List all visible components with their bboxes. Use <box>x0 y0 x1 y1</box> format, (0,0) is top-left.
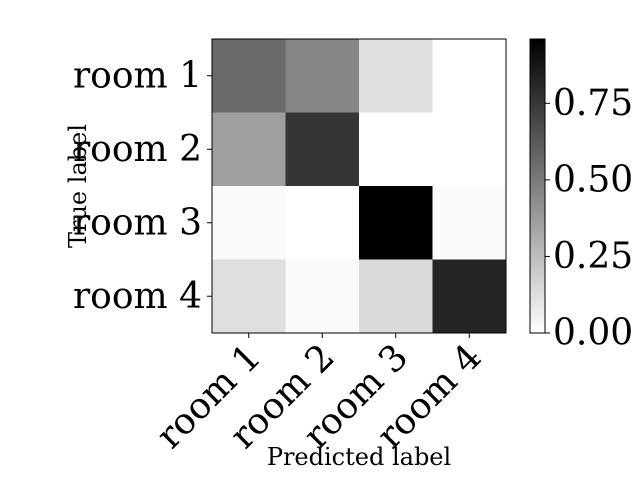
y-tick-label: room 4 <box>73 276 202 317</box>
y-tick-label: room 2 <box>73 129 202 170</box>
colorbar-tick-label: 0.50 <box>553 159 633 200</box>
heatmap-cell <box>359 39 433 113</box>
colorbar-ticks: 0.00 0.25 0.50 0.75 <box>545 83 633 354</box>
heatmap-cell <box>359 112 433 187</box>
heatmap-cell <box>212 259 286 334</box>
x-axis-label: Predicted label <box>267 443 451 471</box>
heatmap-cell <box>432 186 507 260</box>
heatmap-cell <box>285 112 360 187</box>
colorbar-tick-label: 0.00 <box>553 313 633 354</box>
y-axis-ticks: room 1 room 2 room 3 room 4 <box>73 55 212 317</box>
y-tick-label: room 3 <box>73 202 202 243</box>
heatmap-cell <box>212 39 286 113</box>
colorbar-tick-label: 0.25 <box>553 236 633 277</box>
heatmap-cells <box>212 39 507 334</box>
heatmap-cell <box>285 39 360 113</box>
heatmap-cell <box>359 186 433 260</box>
colorbar <box>529 38 546 334</box>
heatmap-cell <box>212 112 286 187</box>
heatmap-cell <box>432 112 507 187</box>
y-axis-label: True label <box>64 124 92 248</box>
heatmap-cell <box>285 259 360 334</box>
heatmap-cell <box>285 186 360 260</box>
heatmap-cell <box>212 186 286 260</box>
plot-frame <box>211 38 507 334</box>
heatmap-cell <box>432 259 507 334</box>
colorbar-tick-label: 0.75 <box>553 83 633 124</box>
heatmap-cell <box>359 259 433 334</box>
y-tick-label: room 1 <box>73 55 202 96</box>
heatmap-cell <box>432 39 507 113</box>
